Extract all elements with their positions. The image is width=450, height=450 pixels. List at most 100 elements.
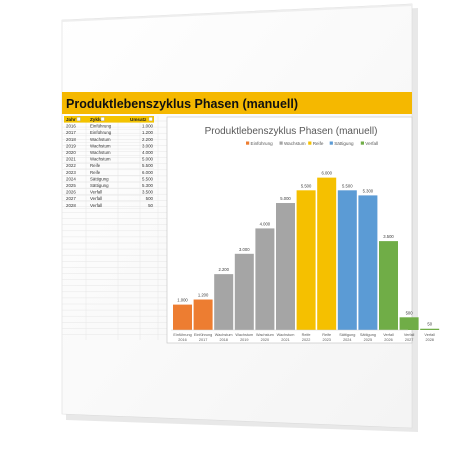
data-label: 5.500 <box>342 183 353 188</box>
bar[interactable] <box>193 299 213 330</box>
cell-phase[interactable]: Wachstum <box>90 157 111 162</box>
page-edge <box>62 4 412 22</box>
table-row: 2020 Wachstum 4.000 <box>64 150 154 156</box>
cell-year[interactable]: 2022 <box>66 163 76 168</box>
x-tick-phase: Reife <box>322 333 331 337</box>
x-tick-year: 2016 <box>178 338 186 342</box>
cell-year[interactable]: 2016 <box>66 124 76 129</box>
bar[interactable] <box>173 304 192 330</box>
legend-label: Sättigung <box>334 141 354 146</box>
legend-label: Verfall <box>365 141 378 146</box>
cell-revenue[interactable]: 3.000 <box>142 143 154 148</box>
legend-swatch <box>360 141 364 145</box>
bar[interactable] <box>255 228 275 330</box>
table-row: 2017 Einführung 1.200 <box>64 130 154 137</box>
cell-revenue[interactable]: 500 <box>146 196 154 201</box>
cell-phase[interactable]: Reife <box>90 170 101 175</box>
x-tick-year: 2017 <box>199 338 207 342</box>
cell-year[interactable]: 2021 <box>66 157 76 162</box>
legend-label: Reife <box>313 141 324 146</box>
cell-phase[interactable]: Wachstum <box>90 150 111 155</box>
table-row: 2026 Verfall 3.500 <box>64 190 154 196</box>
cell-revenue[interactable]: 5.500 <box>142 163 154 168</box>
legend-label: Wachstum <box>284 141 306 146</box>
table-header-cell[interactable]: Umsatz <box>130 117 147 122</box>
cell-year[interactable]: 2019 <box>66 143 76 148</box>
cell-revenue[interactable]: 1.000 <box>142 124 154 129</box>
x-tick-phase: Wachstum <box>277 333 295 337</box>
cell-year[interactable]: 2028 <box>66 203 76 208</box>
data-label: 6.000 <box>321 171 332 176</box>
title-banner <box>62 92 412 114</box>
table-header-cell[interactable]: Zyklus <box>90 117 105 122</box>
bar[interactable] <box>296 190 316 330</box>
legend-label: Einführung <box>251 141 274 146</box>
bar[interactable] <box>276 203 295 330</box>
cell-year[interactable]: 2027 <box>66 196 76 201</box>
bar[interactable] <box>420 328 440 330</box>
table-row: 2018 Wachstum 2.200 <box>64 137 154 143</box>
table-row: 2025 Sättigung 5.300 <box>64 183 154 189</box>
bar[interactable] <box>317 177 337 330</box>
cell-phase[interactable]: Einführung <box>90 124 112 129</box>
bar[interactable] <box>399 317 419 330</box>
bar[interactable] <box>358 195 378 330</box>
cell-revenue[interactable]: 1.200 <box>142 130 154 135</box>
cell-phase[interactable]: Reife <box>90 163 101 168</box>
x-tick-year: 2020 <box>261 338 269 342</box>
table-header-cell[interactable]: Jahr <box>66 117 76 122</box>
data-label: 3.000 <box>239 247 250 252</box>
table-row: 2019 Wachstum 3.000 <box>64 143 154 150</box>
legend-swatch <box>308 141 312 145</box>
x-tick-year: 2019 <box>240 338 248 342</box>
x-tick-year: 2024 <box>343 338 351 342</box>
cell-revenue[interactable]: 5.300 <box>142 183 154 188</box>
bar[interactable] <box>337 190 357 330</box>
cell-year[interactable]: 2026 <box>66 190 76 195</box>
cell-year[interactable]: 2023 <box>66 170 76 175</box>
x-tick-phase: Einführung <box>194 333 212 337</box>
cell-revenue[interactable]: 5.500 <box>142 176 154 181</box>
data-label: 5.000 <box>280 196 291 201</box>
bar[interactable] <box>379 241 398 330</box>
table-row: 2027 Verfall 500 <box>64 196 154 203</box>
cell-revenue[interactable]: 2.200 <box>142 137 154 142</box>
cell-phase[interactable]: Wachstum <box>90 137 111 142</box>
x-tick-phase: Verfall <box>383 333 394 337</box>
legend-swatch <box>279 141 283 145</box>
bar[interactable] <box>234 253 254 330</box>
cell-phase[interactable]: Einführung <box>90 130 112 135</box>
cell-year[interactable]: 2024 <box>66 176 76 181</box>
cell-year[interactable]: 2017 <box>66 130 76 135</box>
table-row: 2022 Reife 5.500 <box>64 163 154 170</box>
x-tick-phase: Wachstum <box>256 333 274 337</box>
cell-revenue[interactable]: 50 <box>148 203 153 208</box>
cell-year[interactable]: 2018 <box>66 137 76 142</box>
data-label: 2.200 <box>218 267 229 272</box>
cell-year[interactable]: 2025 <box>66 183 76 188</box>
cell-revenue[interactable]: 3.500 <box>142 190 154 195</box>
cell-revenue[interactable]: 5.000 <box>142 157 154 162</box>
cell-revenue[interactable]: 4.000 <box>142 150 154 155</box>
x-tick-phase: Wachstum <box>215 333 233 337</box>
cell-phase[interactable]: Sättigung <box>90 183 109 188</box>
cell-phase[interactable]: Verfall <box>90 196 102 201</box>
bar[interactable] <box>214 274 234 330</box>
data-label: 1.200 <box>198 293 209 298</box>
cell-revenue[interactable]: 6.000 <box>142 170 154 175</box>
table-row: 2024 Sättigung 5.500 <box>64 176 154 183</box>
filter-dropdown-icon[interactable] <box>100 117 105 121</box>
cell-phase[interactable]: Verfall <box>90 190 102 195</box>
filter-dropdown-icon[interactable] <box>76 117 81 121</box>
chart-bars: 1.000Einführung20161.200Einführung20172.… <box>171 171 440 342</box>
x-tick-year: 2026 <box>384 338 392 342</box>
cell-year[interactable]: 2020 <box>66 150 76 155</box>
cell-phase[interactable]: Sättigung <box>90 176 109 181</box>
cell-phase[interactable]: Verfall <box>90 203 102 208</box>
table-row: 2021 Wachstum 5.000 <box>64 157 154 163</box>
filter-dropdown-icon[interactable] <box>148 117 153 121</box>
cell-phase[interactable]: Wachstum <box>90 143 111 148</box>
x-tick-phase: Verfall <box>404 333 415 337</box>
